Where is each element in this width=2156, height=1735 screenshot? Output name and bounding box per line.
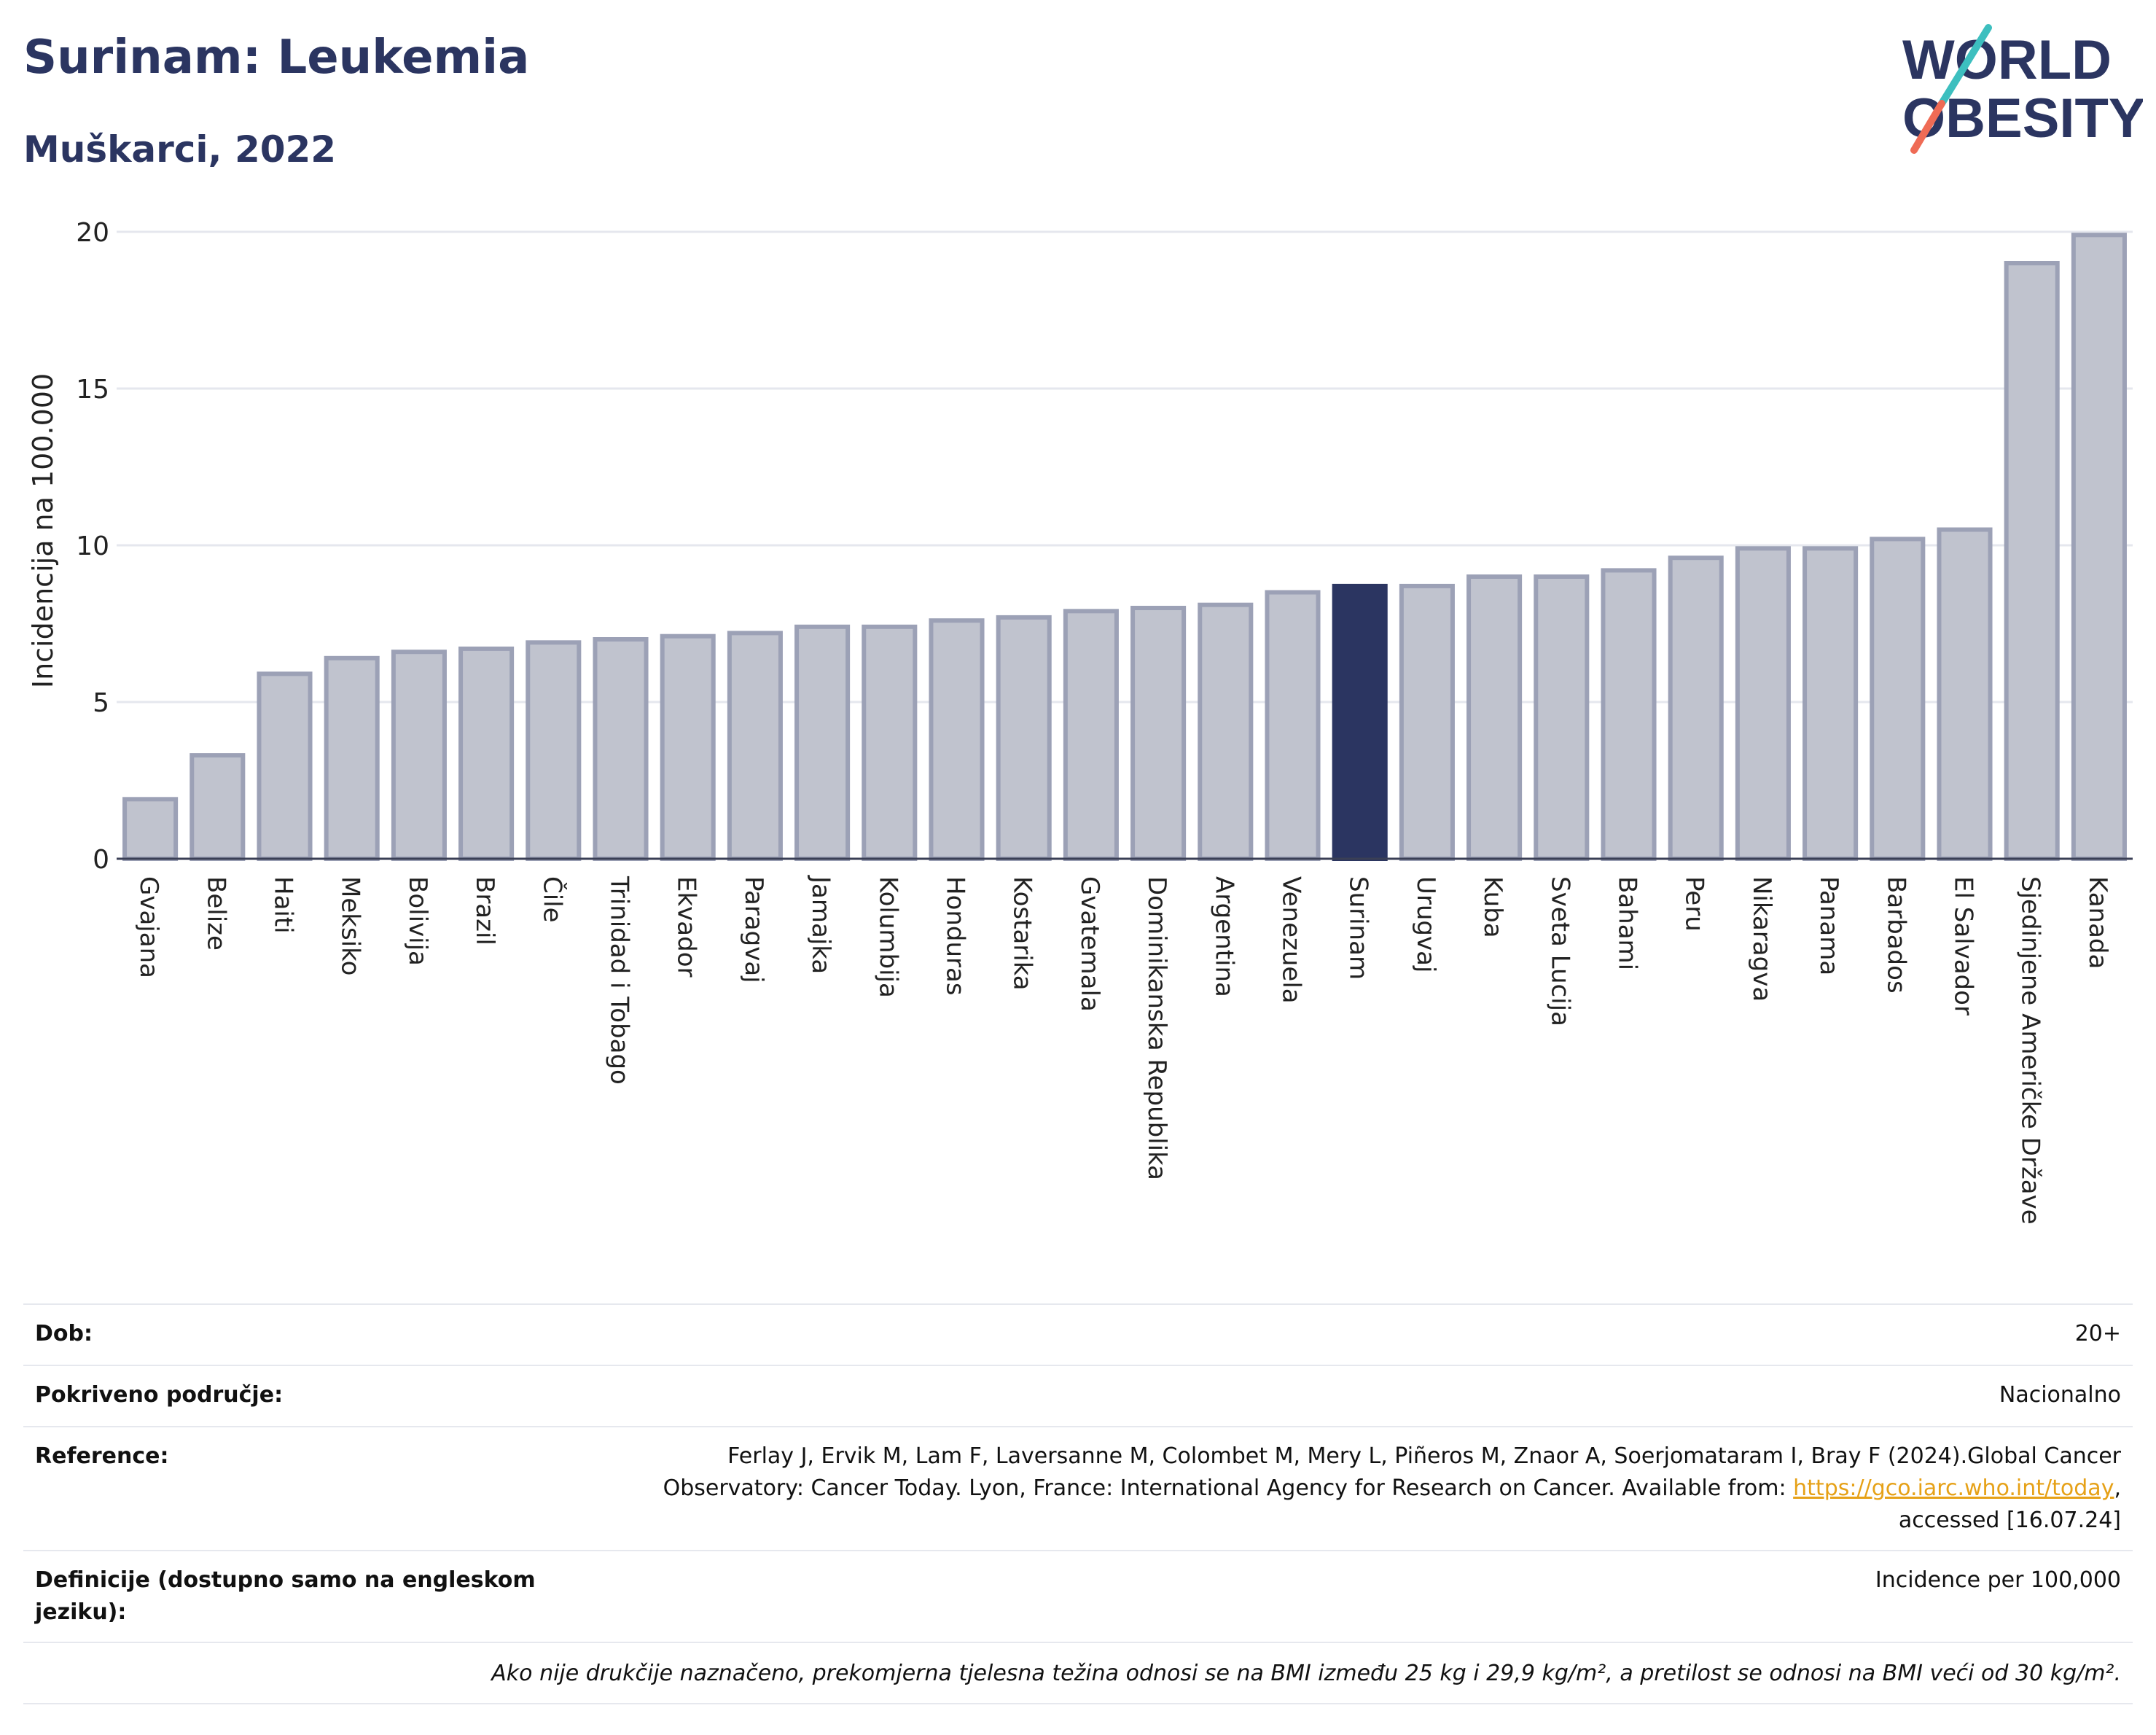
age-value: 20+ <box>2074 1321 2121 1346</box>
x-tick-label: Gvatemala <box>1075 876 1104 1012</box>
x-tick-label: Meksiko <box>336 876 365 975</box>
grid-lines <box>117 230 2133 703</box>
coverage-label: Pokriveno područje: <box>35 1382 284 1408</box>
reference-link[interactable]: https://gco.iarc.who.int/today <box>1793 1475 2114 1501</box>
x-tick-label: Kuba <box>1478 876 1507 938</box>
page-title: Surinam: Leukemia <box>23 31 530 85</box>
bar-surinam <box>1332 583 1388 862</box>
x-tick-labels: Gvajana Belize Haiti Meksiko Bolivija Brazil Č… <box>134 875 2112 1225</box>
world-obesity-logo: WORLD OBESITY <box>1902 24 2143 154</box>
bar-argentina <box>1198 602 1254 861</box>
bar-nikaragva <box>1735 546 1791 861</box>
x-tick-label: Peru <box>1680 876 1709 932</box>
x-tick-label: Trinidad i Tobago <box>605 876 634 1085</box>
definitions-value: Incidence per 100,000 <box>1875 1567 2121 1593</box>
x-tick-label: Barbados <box>1881 876 1910 994</box>
reference-text: Ferlay J, Ervik M, Lam F, Laversanne M, … <box>663 1443 2121 1501</box>
page-subtitle: Muškarci, 2022 <box>23 128 337 171</box>
x-tick-label: Surinam <box>1344 876 1373 980</box>
x-tick-label: Čile <box>537 876 567 923</box>
info-row-reference: Reference: Ferlay J, Ervik M, Lam F, Lav… <box>23 1426 2133 1550</box>
x-tick-label: Haiti <box>269 876 298 934</box>
x-tick-label: Nikaragva <box>1747 876 1776 1002</box>
svg-text:WORLD: WORLD <box>1902 29 2112 91</box>
reference-accessed: , accessed [16.07.24] <box>1898 1475 2121 1533</box>
x-tick-label: Panama <box>1814 876 1843 975</box>
x-tick-label: Honduras <box>941 876 970 996</box>
x-tick-label: Urugvaj <box>1411 876 1440 972</box>
x-tick-label: Argentina <box>1209 876 1238 997</box>
footnote: Ako nije drukčije naznačeno, prekomjerna… <box>491 1661 2121 1686</box>
coverage-value: Nacionalno <box>1999 1382 2121 1408</box>
x-tick-label: Sjedinjene Američke Države <box>2016 876 2045 1225</box>
bar-kolumbija <box>862 624 918 861</box>
x-tick-label: Bolivija <box>403 876 432 966</box>
x-tick-label: Kanada <box>2083 876 2112 969</box>
bar-belize <box>190 753 246 861</box>
info-row-definitions: Definicije (dostupno samo na engleskom j… <box>23 1550 2133 1642</box>
y-tick-label: 10 <box>76 531 109 561</box>
bar-kostarika <box>996 615 1052 862</box>
x-tick-label: Dominikanska Republika <box>1142 876 1171 1180</box>
bar-venezuela <box>1265 590 1321 861</box>
x-tick-label: Belize <box>201 876 230 951</box>
bar-chart: 0 5 10 15 20 Gvajana Belize Haiti Meksiko Bolivi… <box>27 218 2133 1225</box>
x-tick-label: Paragvaj <box>739 876 768 983</box>
y-tick-labels: 0 5 10 15 20 <box>76 218 109 875</box>
bar-jamajka <box>794 624 851 861</box>
bar-peru <box>1668 555 1724 861</box>
reference-label: Reference: <box>35 1443 169 1469</box>
bar-paragvaj <box>727 631 783 862</box>
y-tick-label: 0 <box>93 845 109 875</box>
info-row-note: Ako nije drukčije naznačeno, prekomjerna… <box>23 1642 2133 1704</box>
x-tick-label: Sveta Lucija <box>1545 876 1574 1026</box>
bar-haiti <box>257 671 313 861</box>
y-tick-label: 15 <box>76 375 109 405</box>
bar-panama <box>1802 546 1859 861</box>
bar-bahami <box>1601 568 1657 862</box>
bar-kuba <box>1466 574 1523 861</box>
y-axis-title: Incidencija na 100.000 <box>27 373 59 688</box>
bar-ekvador <box>660 633 716 861</box>
age-label: Dob: <box>35 1321 93 1346</box>
x-tick-label: Kostarika <box>1008 876 1037 991</box>
bars <box>122 233 2127 862</box>
definitions-label: Definicije (dostupno samo na engleskom j… <box>35 1567 536 1625</box>
x-tick-label: Ekvador <box>672 876 701 978</box>
bar-barbados <box>1870 537 1926 862</box>
x-tick-label: Jamajka <box>806 875 835 974</box>
bar-gvajana <box>122 797 179 862</box>
bar-gvatemala <box>1063 609 1119 861</box>
x-tick-label: Kolumbija <box>873 876 902 998</box>
bar-bolivija <box>391 650 447 861</box>
x-tick-label: Brazil <box>470 876 499 946</box>
bar-honduras <box>929 618 985 861</box>
bar-urugvaj <box>1399 583 1455 862</box>
bar-el-salvador <box>1937 527 1993 861</box>
bar-sjedinjene-američke-države <box>2004 261 2060 861</box>
x-tick-label: Venezuela <box>1277 876 1306 1004</box>
x-tick-label: El Salvador <box>1949 876 1978 1015</box>
x-tick-label: Gvajana <box>134 876 163 978</box>
bar-brazil <box>458 646 515 862</box>
info-row-coverage: Pokriveno područje: Nacionalno <box>23 1365 2133 1426</box>
info-table: Dob: 20+ Pokriveno područje: Nacionalno … <box>23 1303 2133 1704</box>
bar-dominikanska-republika <box>1130 606 1187 861</box>
bar-trinidad-i-tobago <box>593 637 649 861</box>
reference-value: Ferlay J, Ervik M, Lam F, Laversanne M, … <box>590 1440 2121 1537</box>
bar-čile <box>526 640 582 861</box>
bar-meksiko <box>324 655 380 861</box>
y-tick-label: 20 <box>76 218 109 248</box>
info-row-age: Dob: 20+ <box>23 1303 2133 1365</box>
y-tick-label: 5 <box>93 688 109 718</box>
x-tick-label: Bahami <box>1613 876 1642 970</box>
bar-kanada <box>2071 233 2127 861</box>
bar-sveta-lucija <box>1534 574 1590 861</box>
